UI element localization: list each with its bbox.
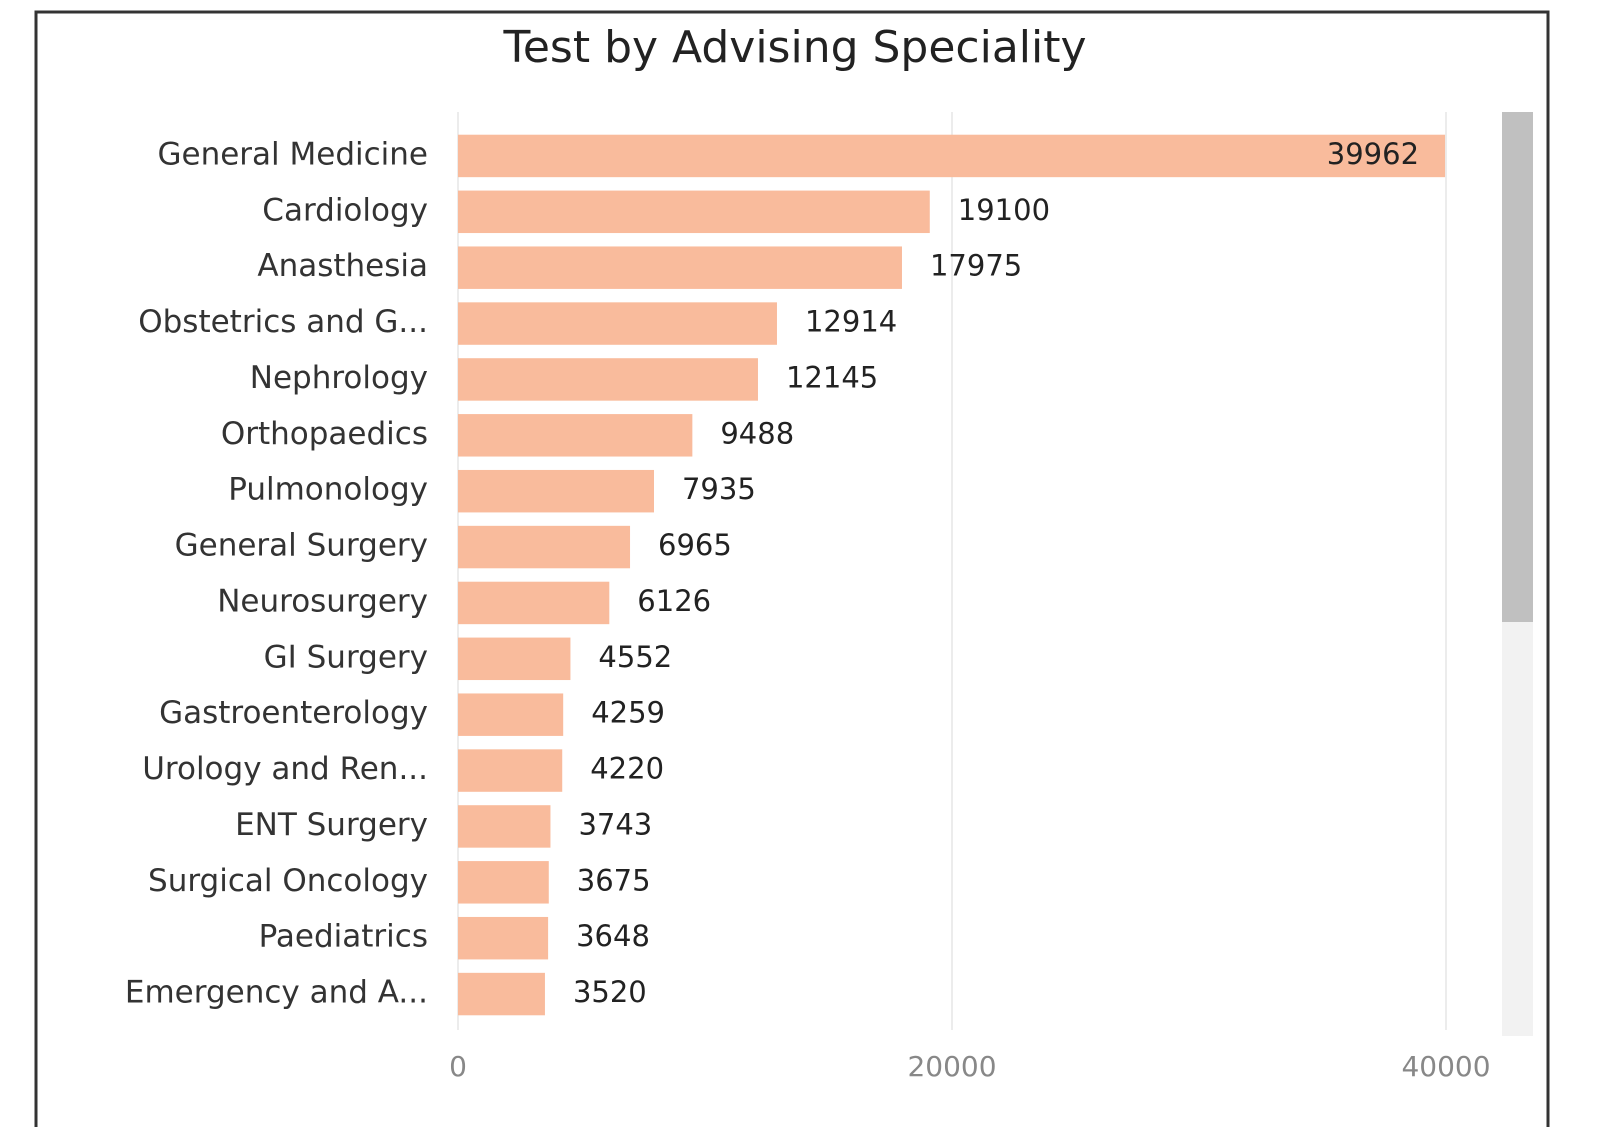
bar xyxy=(458,358,758,401)
bar xyxy=(458,246,902,289)
y-tick-label: General Surgery xyxy=(175,528,428,564)
data-label: 12145 xyxy=(786,360,878,394)
data-label: 4552 xyxy=(598,640,672,674)
scrollbar-thumb[interactable] xyxy=(1502,112,1533,622)
data-label: 39962 xyxy=(1327,137,1419,171)
bar xyxy=(458,637,571,681)
y-tick-label: General Medicine xyxy=(157,136,428,172)
bar xyxy=(458,749,563,792)
data-label: 6126 xyxy=(637,584,711,618)
y-tick-label: Pulmonology xyxy=(228,472,428,508)
data-label: 3520 xyxy=(573,975,647,1009)
bar xyxy=(458,581,610,625)
data-label: 3675 xyxy=(577,863,651,897)
y-tick-label: Obstetrics and G... xyxy=(138,304,428,340)
y-tick-label: Neurosurgery xyxy=(217,583,428,619)
data-label: 19100 xyxy=(958,193,1050,227)
y-tick-label: Orthopaedics xyxy=(221,416,428,452)
bar xyxy=(458,302,777,345)
x-tick-label: 40000 xyxy=(1401,1050,1490,1083)
y-tick-label: Paediatrics xyxy=(259,919,428,955)
data-label: 3648 xyxy=(576,919,650,953)
x-tick-label: 0 xyxy=(449,1050,467,1083)
data-label: 9488 xyxy=(720,416,794,450)
bar xyxy=(458,861,549,904)
data-label: 17975 xyxy=(930,249,1022,283)
chart-title: Test by Advising Speciality xyxy=(502,22,1086,73)
y-tick-label: Gastroenterology xyxy=(159,695,428,731)
bar xyxy=(458,916,549,960)
bar xyxy=(458,525,631,569)
data-label: 7935 xyxy=(682,472,756,506)
data-label: 12914 xyxy=(805,305,897,339)
bar xyxy=(458,469,654,513)
frame xyxy=(34,10,1550,1127)
bar xyxy=(458,805,551,848)
y-tick-label: ENT Surgery xyxy=(235,807,428,843)
bar xyxy=(458,134,1446,178)
y-tick-label: GI Surgery xyxy=(264,639,428,675)
data-label: 4220 xyxy=(590,752,664,786)
bar xyxy=(458,190,930,234)
bar xyxy=(458,972,545,1016)
y-tick-label: Nephrology xyxy=(250,360,428,396)
y-tick-label: Anasthesia xyxy=(257,248,428,284)
bar xyxy=(458,414,693,457)
data-label: 4259 xyxy=(591,696,665,730)
data-label: 3743 xyxy=(578,807,652,841)
y-tick-label: Urology and Ren... xyxy=(142,751,428,787)
y-tick-label: Surgical Oncology xyxy=(148,863,428,899)
y-tick-label: Cardiology xyxy=(262,192,428,228)
y-tick-label: Emergency and A... xyxy=(125,975,428,1011)
bar xyxy=(458,693,564,736)
data-label: 6965 xyxy=(658,528,732,562)
x-tick-label: 20000 xyxy=(907,1050,996,1083)
